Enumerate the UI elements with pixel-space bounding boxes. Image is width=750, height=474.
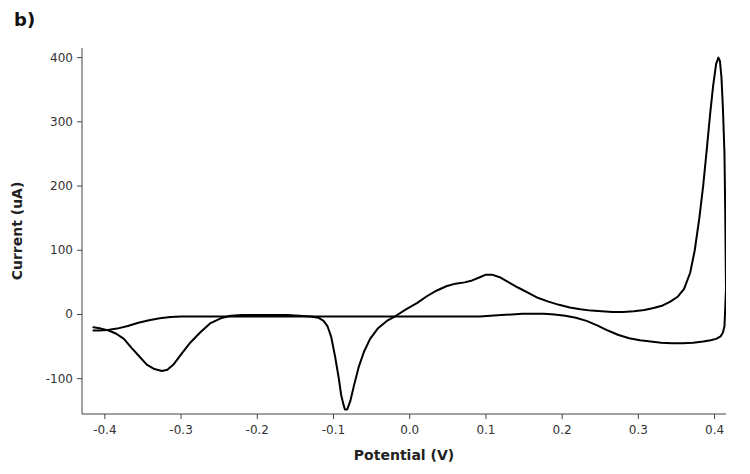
- x-tick: [181, 414, 182, 419]
- y-axis-line: [82, 48, 83, 414]
- y-tick: [77, 250, 82, 251]
- y-tick: [77, 314, 82, 315]
- y-tick: [77, 186, 82, 187]
- x-tick-label: -0.2: [246, 423, 269, 437]
- x-tick: [485, 414, 486, 419]
- x-axis-line: [82, 414, 726, 415]
- x-tick-label: 0.4: [705, 423, 724, 437]
- y-tick-label: 200: [50, 179, 73, 193]
- x-tick: [562, 414, 563, 419]
- y-tick-label: -100: [46, 372, 73, 386]
- x-tick-label: -0.4: [93, 423, 116, 437]
- x-tick-label: 0.2: [553, 423, 572, 437]
- x-axis-label: Potential (V): [354, 447, 454, 463]
- x-tick: [409, 414, 410, 419]
- x-tick-label: -0.3: [169, 423, 192, 437]
- x-tick: [104, 414, 105, 419]
- y-tick: [77, 121, 82, 122]
- scan-line: [93, 58, 726, 410]
- y-tick-label: 300: [50, 115, 73, 129]
- chart: -0.4 -0.3 -0.2 -0.1 0.0 0.1 0.2 0.3 0.4 -100 0 100 2…: [0, 0, 750, 474]
- x-tick-label: 0.0: [400, 423, 419, 437]
- scan-line: [93, 289, 726, 344]
- y-tick-label: 400: [50, 51, 73, 65]
- x-tick: [638, 414, 639, 419]
- x-tick: [257, 414, 258, 419]
- x-tick-label: 0.3: [629, 423, 648, 437]
- y-tick: [77, 378, 82, 379]
- background: [0, 0, 750, 474]
- plot-area: [93, 58, 726, 410]
- panel-label: b): [14, 9, 35, 30]
- y-tick-label: 0: [65, 307, 73, 321]
- y-axis-label: Current (uA): [9, 182, 25, 281]
- axes: -0.4 -0.3 -0.2 -0.1 0.0 0.1 0.2 0.3 0.4 -100 0 100 2…: [46, 48, 726, 437]
- x-tick-label: -0.1: [322, 423, 345, 437]
- y-tick-label: 100: [50, 243, 73, 257]
- x-tick: [333, 414, 334, 419]
- y-tick: [77, 57, 82, 58]
- x-tick-label: 0.1: [476, 423, 495, 437]
- x-tick: [714, 414, 715, 419]
